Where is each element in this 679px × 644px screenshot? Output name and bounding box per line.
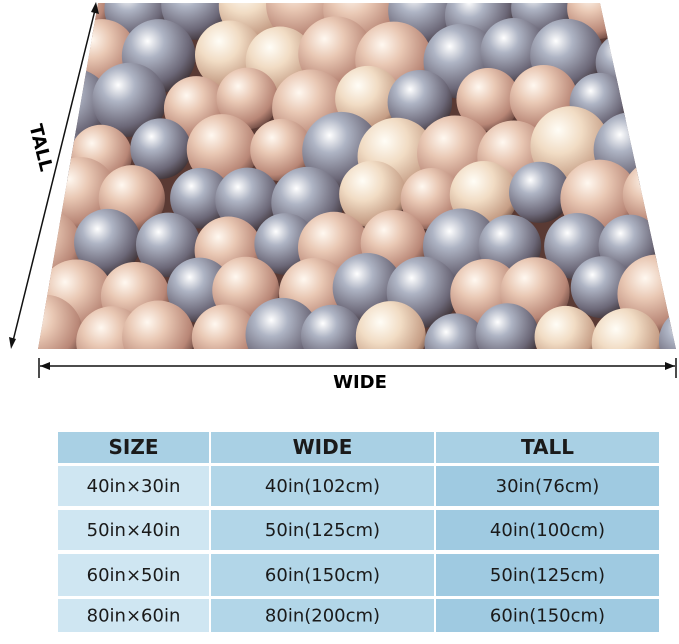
table-header: TALL [521, 435, 574, 459]
table-value: 80in(200cm) [265, 606, 380, 627]
pearl [387, 69, 453, 135]
pearl [130, 118, 191, 179]
table-cell [211, 466, 434, 506]
table-cell [436, 554, 659, 596]
pearl [191, 304, 258, 349]
table-cell [58, 599, 209, 632]
pearl [74, 208, 141, 276]
table-cell [58, 432, 209, 463]
table-header: WIDE [293, 435, 353, 459]
pearl [122, 300, 195, 349]
table-cell [211, 510, 434, 550]
pearl [161, 3, 232, 40]
table-cell [58, 466, 209, 506]
table-cell [436, 466, 659, 506]
table-cell [211, 554, 434, 596]
table-value: 40in(102cm) [265, 476, 380, 497]
pearl [38, 294, 83, 349]
pearl [570, 256, 633, 319]
pearl-pattern [38, 3, 676, 349]
table-value: 40in(100cm) [490, 520, 605, 541]
pearl [619, 3, 676, 50]
blanket [38, 3, 676, 349]
pearl [648, 111, 676, 190]
pearl [355, 301, 426, 349]
table-value: 60in×50in [87, 565, 181, 586]
pearl [135, 212, 201, 278]
pearl [656, 212, 676, 284]
pearl [623, 73, 676, 141]
table-value: 50in(125cm) [490, 565, 605, 586]
table-value: 50in×40in [87, 520, 181, 541]
pearl [92, 62, 167, 137]
pearl [170, 167, 231, 229]
pearl [216, 67, 279, 130]
pearl [657, 25, 676, 88]
pearl [38, 3, 52, 42]
table-value: 50in(125cm) [265, 520, 380, 541]
table-value: 30in(76cm) [496, 476, 600, 497]
pearl [456, 67, 520, 132]
wide-arrow [38, 358, 677, 378]
pearl [534, 305, 597, 349]
table-cell [436, 599, 659, 632]
pearl [250, 118, 313, 182]
table-cell [58, 510, 209, 550]
table-cell [436, 432, 659, 463]
table-value: 80in×60in [87, 606, 181, 627]
table-cell [436, 510, 659, 550]
pearl [245, 297, 320, 349]
table-value: 40in×30in [87, 476, 181, 497]
wide-label: WIDE [333, 372, 387, 393]
table-cell [58, 554, 209, 596]
pearl [300, 304, 364, 349]
pearl [424, 313, 487, 349]
tall-label: TALL [25, 122, 57, 173]
pearl [215, 167, 280, 233]
table-header: SIZE [108, 435, 158, 459]
table-value: 60in(150cm) [490, 606, 605, 627]
pearl [475, 303, 539, 349]
table-value: 60in(150cm) [265, 565, 380, 586]
tall-arrow [9, 2, 99, 349]
table-cell [211, 599, 434, 632]
pearl [186, 114, 258, 185]
pearl [509, 161, 571, 223]
pearl [591, 308, 661, 349]
size-table: SIZE WIDE TALL 40in×30in 40in(102cm) 30in(76c… [58, 432, 659, 632]
table-cell [211, 432, 434, 463]
